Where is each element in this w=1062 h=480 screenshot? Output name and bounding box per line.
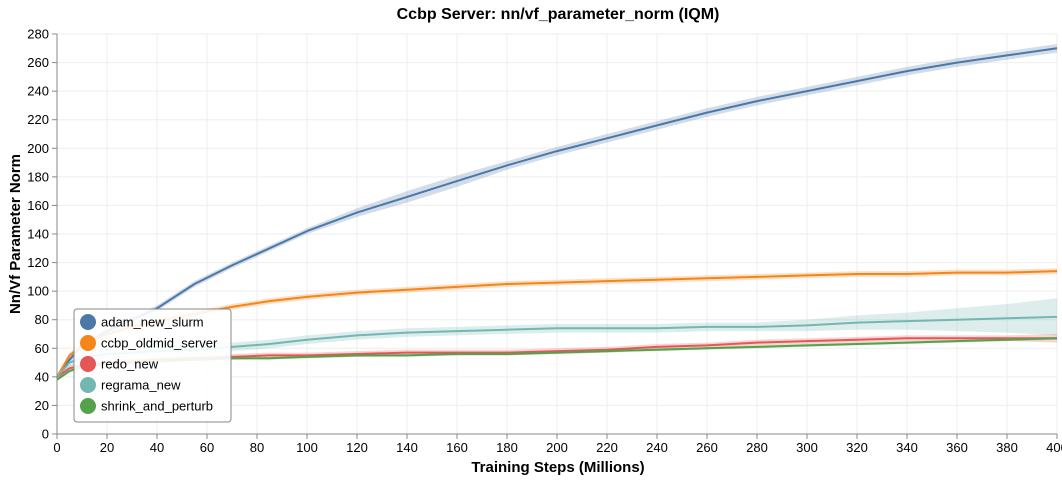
x-tick-label: 220 [596, 440, 618, 455]
y-tick-label: 0 [42, 427, 49, 442]
x-tick-label: 400 [1046, 440, 1062, 455]
x-tick-label: 20 [100, 440, 114, 455]
legend-swatch [80, 398, 96, 414]
y-axis-title: Nn/Vf Parameter Norm [7, 154, 24, 314]
x-tick-label: 80 [250, 440, 264, 455]
legend-box [73, 308, 232, 423]
y-tick-label: 180 [27, 169, 49, 184]
y-tick-label: 160 [27, 198, 49, 213]
legend-swatch [80, 356, 96, 372]
y-tick-label: 200 [27, 141, 49, 156]
y-tick-label: 60 [35, 341, 49, 356]
x-tick-label: 340 [896, 440, 918, 455]
x-tick-label: 120 [346, 440, 368, 455]
legend-label: ccbp_oldmid_server [101, 336, 218, 351]
legend-swatch [80, 377, 96, 393]
legend-label: adam_new_slurm [101, 315, 204, 330]
y-tick-label: 240 [27, 84, 49, 99]
legend-label: regrama_new [101, 378, 181, 393]
chart-title: Ccbp Server: nn/vf_parameter_norm (IQM) [397, 6, 720, 23]
x-tick-label: 100 [296, 440, 318, 455]
x-tick-label: 260 [696, 440, 718, 455]
y-tick-label: 20 [35, 398, 49, 413]
series-band-ccbp_oldmid_server [57, 268, 1057, 379]
x-axis-title: Training Steps (Millions) [471, 459, 644, 476]
legend-label: shrink_and_perturb [101, 399, 213, 414]
y-tick-label: 40 [35, 369, 49, 384]
x-tick-label: 180 [496, 440, 518, 455]
x-tick-label: 380 [996, 440, 1018, 455]
y-tick-label: 80 [35, 312, 49, 327]
legend: adam_new_slurm ccbp_oldmid_server redo_new… [73, 308, 232, 423]
x-tick-label: 240 [646, 440, 668, 455]
y-tick-label: 140 [27, 227, 49, 242]
y-tick-label: 260 [27, 55, 49, 70]
legend-swatch [80, 314, 96, 330]
y-tick-label: 280 [27, 27, 49, 42]
legend-swatch [80, 335, 96, 351]
legend-label: redo_new [101, 357, 159, 372]
x-tick-label: 300 [796, 440, 818, 455]
x-tick-label: 320 [846, 440, 868, 455]
y-tick-label: 100 [27, 284, 49, 299]
y-tick-label: 120 [27, 255, 49, 270]
x-tick-label: 0 [53, 440, 60, 455]
x-tick-label: 160 [446, 440, 468, 455]
x-tick-label: 280 [746, 440, 768, 455]
x-tick-label: 140 [396, 440, 418, 455]
x-tick-label: 360 [946, 440, 968, 455]
y-tick-label: 220 [27, 112, 49, 127]
x-tick-label: 40 [150, 440, 164, 455]
x-tick-label: 60 [200, 440, 214, 455]
x-tick-label: 200 [546, 440, 568, 455]
axes: 0 20 40 60 80 100 120 140 160 180 200 220 240 260 280 3… [27, 27, 1062, 456]
